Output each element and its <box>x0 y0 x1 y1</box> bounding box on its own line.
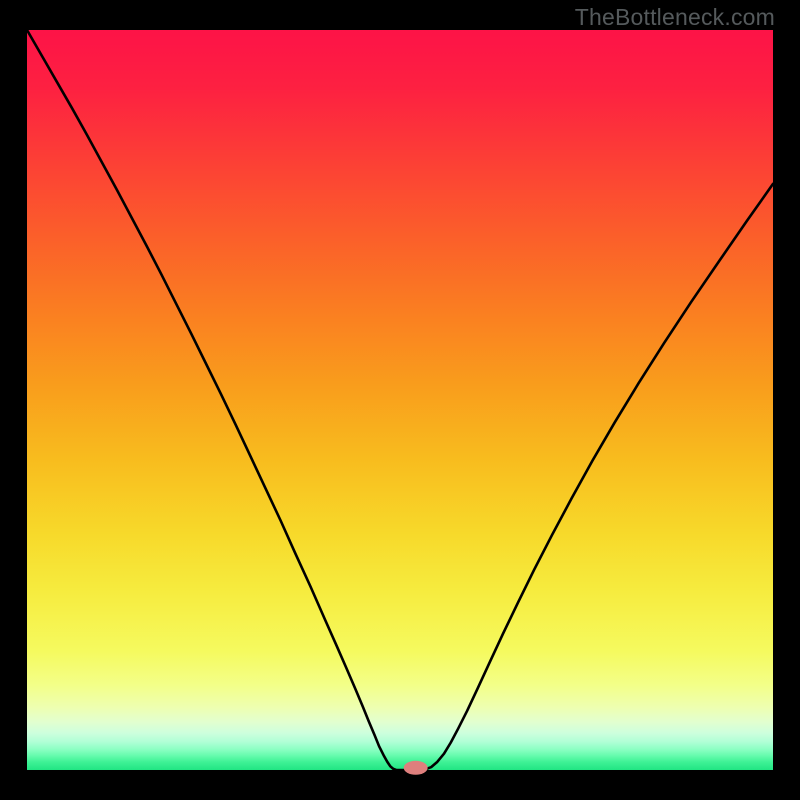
optimal-marker <box>404 761 428 775</box>
watermark-text: TheBottleneck.com <box>575 4 775 31</box>
bottleneck-curve-chart <box>0 0 800 800</box>
plot-background <box>27 30 773 770</box>
chart-frame: TheBottleneck.com <box>0 0 800 800</box>
